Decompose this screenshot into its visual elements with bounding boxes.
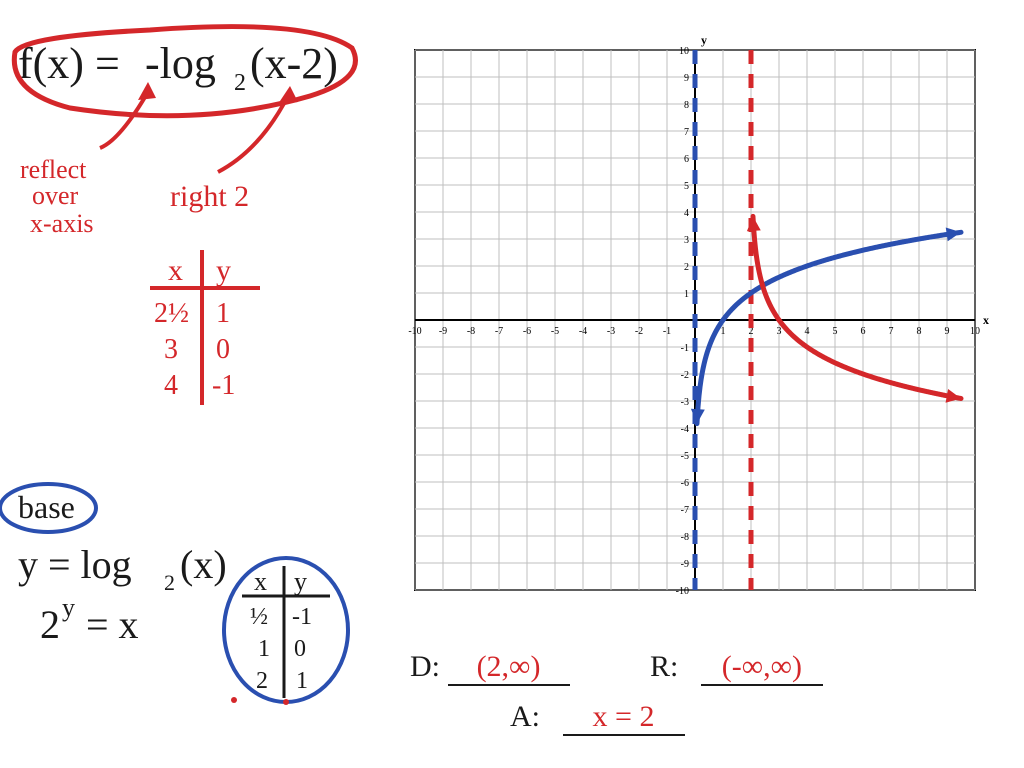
tb-r2x: 2 bbox=[256, 668, 268, 694]
tb-hx: x bbox=[254, 567, 267, 596]
svg-text:1: 1 bbox=[721, 326, 726, 337]
svg-text:-7: -7 bbox=[681, 505, 689, 516]
arrow-right2 bbox=[218, 86, 298, 172]
svg-text:-log: -log bbox=[145, 39, 216, 88]
tt-r2x: 4 bbox=[164, 370, 178, 401]
svg-text:9: 9 bbox=[945, 326, 950, 337]
svg-text:9: 9 bbox=[684, 73, 689, 84]
svg-text:3: 3 bbox=[777, 326, 782, 337]
svg-text:(x-2): (x-2) bbox=[250, 39, 338, 88]
svg-text:8: 8 bbox=[917, 326, 922, 337]
svg-text:-10: -10 bbox=[408, 326, 421, 337]
svg-text:2: 2 bbox=[164, 570, 175, 595]
svg-text:3: 3 bbox=[684, 235, 689, 246]
svg-text:(x): (x) bbox=[180, 542, 227, 587]
svg-text:7: 7 bbox=[684, 127, 689, 138]
svg-text:5: 5 bbox=[833, 326, 838, 337]
range-label: R: bbox=[650, 650, 678, 683]
tb-r0x: ½ bbox=[250, 604, 268, 630]
svg-text:-9: -9 bbox=[681, 559, 689, 570]
svg-text:-6: -6 bbox=[523, 326, 531, 337]
svg-text:y = log: y = log bbox=[18, 542, 132, 587]
svg-text:10: 10 bbox=[679, 46, 689, 57]
note-right2: right 2 bbox=[170, 180, 249, 213]
svg-text:-3: -3 bbox=[607, 326, 615, 337]
svg-text:2: 2 bbox=[684, 262, 689, 273]
svg-text:-8: -8 bbox=[681, 532, 689, 543]
svg-text:-7: -7 bbox=[495, 326, 503, 337]
note-reflect: reflect bbox=[20, 155, 87, 184]
svg-text:x: x bbox=[983, 313, 989, 327]
t-table-main: x y 2½ 1 3 0 4 -1 bbox=[150, 250, 260, 405]
tt-head-x: x bbox=[168, 254, 183, 287]
answer-domain: D: (2,∞) bbox=[410, 650, 570, 686]
svg-text:-1: -1 bbox=[681, 343, 689, 354]
base-label-text: base bbox=[18, 489, 75, 525]
svg-text:-4: -4 bbox=[579, 326, 587, 337]
svg-text:-10: -10 bbox=[676, 586, 689, 597]
svg-text:-3: -3 bbox=[681, 397, 689, 408]
svg-text:8: 8 bbox=[684, 100, 689, 111]
answer-range: R: (-∞,∞) bbox=[650, 650, 823, 686]
svg-text:-2: -2 bbox=[635, 326, 643, 337]
tb-r0y: -1 bbox=[292, 604, 312, 630]
range-value: (-∞,∞) bbox=[701, 650, 823, 686]
function-heading: f(x) = -log 2 (x-2) bbox=[14, 27, 355, 116]
asymptote-label: A: bbox=[510, 700, 540, 733]
svg-text:-1: -1 bbox=[663, 326, 671, 337]
t-table-base: x y ½ -1 1 0 2 1 bbox=[224, 558, 348, 705]
svg-text:7: 7 bbox=[889, 326, 894, 337]
svg-text:y: y bbox=[62, 593, 75, 622]
svg-text:1: 1 bbox=[684, 289, 689, 300]
svg-text:-4: -4 bbox=[681, 424, 689, 435]
base-eq1: y = log 2 (x) bbox=[18, 542, 227, 595]
svg-text:x-axis: x-axis bbox=[30, 209, 94, 238]
svg-text:-9: -9 bbox=[439, 326, 447, 337]
base-eq2: 2 y = x bbox=[40, 593, 139, 647]
svg-text:10: 10 bbox=[970, 326, 980, 337]
tt-r0x: 2½ bbox=[154, 298, 189, 329]
svg-text:-5: -5 bbox=[681, 451, 689, 462]
tb-r1y: 0 bbox=[294, 636, 306, 662]
tt-r1y: 0 bbox=[216, 334, 230, 365]
svg-text:-2: -2 bbox=[681, 370, 689, 381]
svg-text:y: y bbox=[701, 33, 707, 47]
tb-hy: y bbox=[294, 567, 307, 596]
svg-text:2: 2 bbox=[234, 70, 246, 96]
tt-head-y: y bbox=[216, 254, 231, 287]
svg-text:6: 6 bbox=[861, 326, 866, 337]
function-text: f(x) = bbox=[18, 39, 120, 88]
tt-r2y: -1 bbox=[212, 370, 235, 401]
svg-text:= x: = x bbox=[86, 602, 139, 647]
coordinate-graph: -10 -9 -8 -7 -6 -5 -4 -3 -2 -1 1 2 3 4 5 6 7 8 9 10 -10 -9 -8 -… bbox=[395, 30, 1005, 630]
svg-text:5: 5 bbox=[684, 181, 689, 192]
svg-text:4: 4 bbox=[684, 208, 689, 219]
svg-text:over: over bbox=[32, 181, 79, 210]
answer-asymptote: A: x = 2 bbox=[510, 700, 685, 736]
domain-label: D: bbox=[410, 650, 440, 683]
tt-r1x: 3 bbox=[164, 334, 178, 365]
tb-r2y: 1 bbox=[296, 668, 308, 694]
svg-text:-5: -5 bbox=[551, 326, 559, 337]
asymptote-value: x = 2 bbox=[563, 700, 685, 736]
svg-text:-6: -6 bbox=[681, 478, 689, 489]
handwriting-left: f(x) = -log 2 (x-2) reflect over x-axis … bbox=[0, 0, 400, 768]
domain-value: (2,∞) bbox=[448, 650, 570, 686]
base-heading: base bbox=[0, 484, 96, 532]
svg-text:-8: -8 bbox=[467, 326, 475, 337]
tb-r1x: 1 bbox=[258, 636, 270, 662]
svg-text:4: 4 bbox=[805, 326, 810, 337]
svg-text:2: 2 bbox=[40, 602, 60, 647]
svg-text:6: 6 bbox=[684, 154, 689, 165]
tt-r0y: 1 bbox=[216, 298, 230, 329]
